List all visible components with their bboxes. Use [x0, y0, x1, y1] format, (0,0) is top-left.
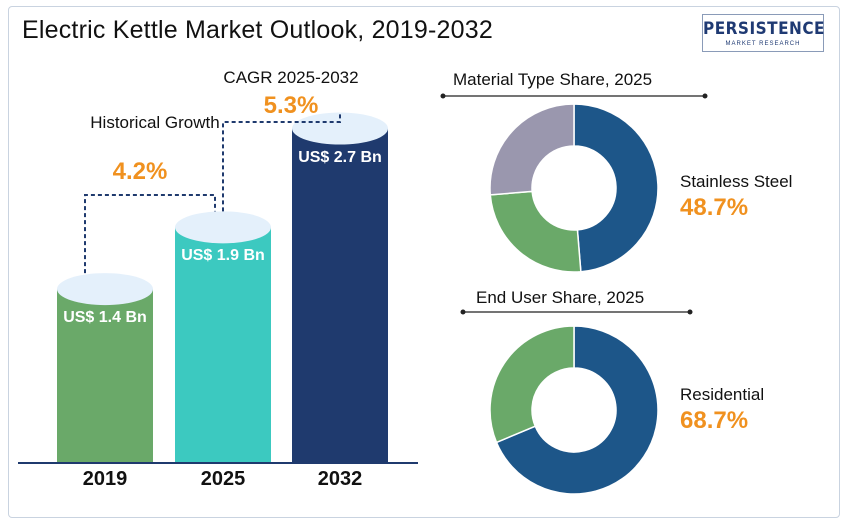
bar-value-label-2025: US$ 1.9 Bn [181, 247, 265, 265]
logo-tagline: MARKET RESEARCH [725, 41, 801, 47]
page-title: Electric Kettle Market Outlook, 2019-203… [22, 16, 493, 44]
category-label-2025: 2025 [200, 468, 246, 490]
bar-2019 [57, 289, 153, 462]
end-user-title-rule-dot-left [460, 309, 466, 315]
stainless-steel-value: 48.7% [680, 194, 749, 221]
material-type-title: Material Type Share, 2025 [447, 70, 659, 90]
cagr-value: 5.3% [263, 92, 319, 119]
residential-value: 68.7% [680, 407, 749, 434]
end-user-title: End User Share, 2025 [470, 288, 651, 308]
material-donut-slice-2 [489, 103, 575, 196]
historical-growth-value: 4.2% [112, 158, 168, 185]
logo-wordmark: PERSISTENCE [703, 19, 826, 39]
historical-growth-connector [84, 194, 216, 274]
bar-value-label-2032: US$ 2.7 Bn [298, 148, 382, 166]
bar-top-2032 [292, 112, 388, 145]
bar-top-2025 [175, 211, 271, 244]
historical-growth-label: Historical Growth [90, 113, 220, 132]
material-donut-slice-0 [573, 103, 659, 273]
bar-2025 [175, 227, 271, 462]
cagr-label: CAGR 2025-2032 [223, 68, 359, 87]
cagr-connector [222, 112, 341, 212]
end-user-donut-slice-0 [495, 325, 659, 495]
material-title-rule-dot-left [440, 93, 446, 99]
end-user-title-rule-dot-right [687, 309, 693, 315]
bar-value-label-2019: US$ 1.4 Bn [63, 309, 147, 327]
category-label-2032: 2032 [317, 468, 363, 490]
bar-top-2019 [57, 273, 153, 306]
bar-2032 [292, 128, 388, 463]
residential-label: Residential [680, 385, 765, 404]
end-user-donut-slice-1 [489, 325, 575, 444]
stainless-steel-label: Stainless Steel [680, 172, 793, 191]
brand-logo: PERSISTENCE MARKET RESEARCH [702, 14, 826, 52]
material-title-rule-dot-right [702, 93, 708, 99]
category-label-2019: 2019 [82, 468, 128, 490]
material-donut-slice-1 [489, 190, 582, 273]
